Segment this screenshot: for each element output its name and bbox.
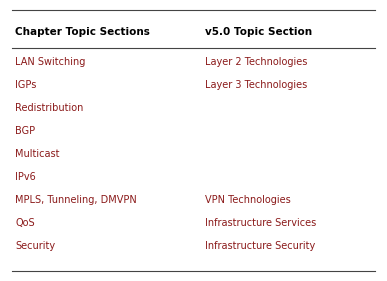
- Text: IPv6: IPv6: [15, 172, 36, 182]
- Text: BGP: BGP: [15, 126, 36, 136]
- Text: Infrastructure Services: Infrastructure Services: [205, 218, 316, 228]
- Text: Security: Security: [15, 241, 56, 251]
- Text: Layer 3 Technologies: Layer 3 Technologies: [205, 80, 307, 90]
- Text: Multicast: Multicast: [15, 149, 60, 159]
- Text: Infrastructure Security: Infrastructure Security: [205, 241, 315, 251]
- Text: Redistribution: Redistribution: [15, 103, 84, 113]
- Text: Layer 2 Technologies: Layer 2 Technologies: [205, 57, 308, 67]
- Text: QoS: QoS: [15, 218, 35, 228]
- Text: Chapter Topic Sections: Chapter Topic Sections: [15, 27, 151, 37]
- Text: IGPs: IGPs: [15, 80, 37, 90]
- Text: LAN Switching: LAN Switching: [15, 57, 86, 67]
- Text: v5.0 Topic Section: v5.0 Topic Section: [205, 27, 312, 37]
- Text: VPN Technologies: VPN Technologies: [205, 195, 291, 205]
- Text: MPLS, Tunneling, DMVPN: MPLS, Tunneling, DMVPN: [15, 195, 137, 205]
